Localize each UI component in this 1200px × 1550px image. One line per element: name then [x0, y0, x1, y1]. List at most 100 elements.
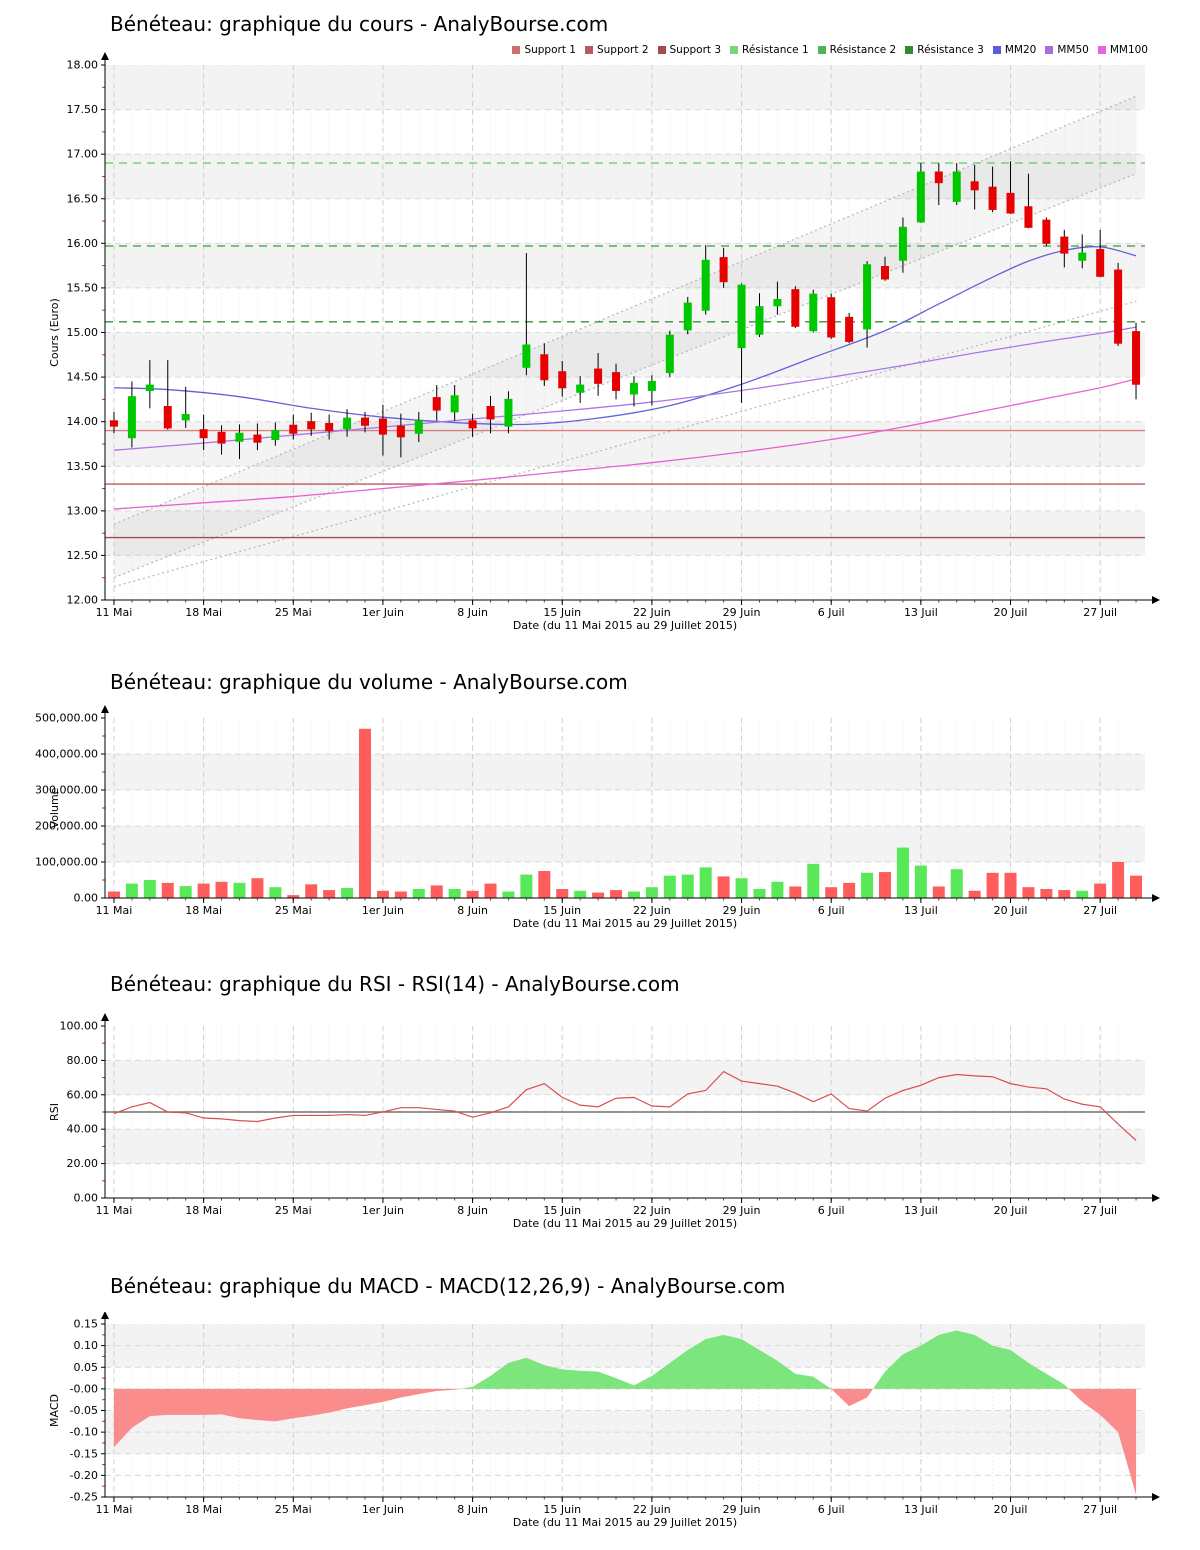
legend-item-support-2: Support 2 [584, 44, 649, 56]
volume-chart-plot: 0.00 100,000.00 200,000.00 300,000.00 400,00… [35, 705, 1160, 930]
candlestick [719, 257, 728, 283]
volume-bar [663, 875, 676, 898]
axes: 11 Mai 18 Mai 25 Mai 1er Juin 8 Juin 15 Juin 2… [48, 1312, 1160, 1529]
x-tick-label: 8 Juin [457, 1204, 488, 1217]
x-tick-label: 1er Juin [362, 904, 404, 917]
legend-swatch-icon [1097, 46, 1106, 54]
y-tick-label: 17.50 [67, 103, 99, 116]
legend-swatch-icon [817, 46, 826, 54]
x-tick-label: 29 Juin [723, 904, 761, 917]
x-tick-label: 13 Juil [904, 1503, 938, 1516]
legend-item-r-sistance-3: Résistance 3 [905, 44, 984, 56]
volume-bar [645, 887, 658, 898]
x-tick-label: 6 Juil [818, 1204, 845, 1217]
y-axis-label: MACD [48, 1394, 61, 1427]
x-tick-label: 25 Mai [275, 1503, 312, 1516]
x-tick-label: 22 Juin [633, 1503, 671, 1516]
y-axis-label: Volume [48, 787, 61, 828]
candlestick [361, 417, 369, 426]
legend-item-mm20: MM20 [992, 44, 1036, 56]
candlestick [827, 297, 836, 338]
candles [109, 161, 1141, 460]
x-tick-label: 29 Juin [723, 1204, 761, 1217]
x-tick-label: 25 Mai [275, 606, 312, 619]
volume-bar [305, 884, 318, 898]
volume-bar [699, 867, 712, 898]
candlestick [773, 299, 782, 307]
candlestick [898, 226, 907, 261]
candlestick [737, 284, 746, 349]
volume-bar [556, 889, 569, 898]
y-tick-label: 16.50 [67, 192, 99, 205]
y-tick-label: 40.00 [67, 1123, 99, 1136]
candlestick [1078, 252, 1087, 261]
legend-label: Résistance 3 [917, 44, 984, 56]
candlestick [217, 431, 226, 444]
volume-bar [717, 876, 730, 898]
y-tick-label: -0.05 [70, 1404, 98, 1417]
volume-bar [520, 874, 533, 898]
volume-bar [197, 883, 210, 898]
x-tick-label: 15 Juin [543, 1503, 581, 1516]
volume-bar [538, 871, 551, 898]
legend-label: Résistance 2 [829, 44, 897, 56]
volume-chart-title: Bénéteau: graphique du volume - AnalyBou… [110, 670, 628, 694]
stripe [105, 243, 1145, 288]
x-tick-label: 25 Mai [275, 904, 312, 917]
candlestick [629, 382, 638, 395]
y-tick-label: 18.00 [67, 59, 99, 72]
x-tick-label: 18 Mai [185, 904, 222, 917]
y-tick-label: 60.00 [67, 1088, 99, 1101]
y-tick-label: 0.00 [74, 892, 99, 905]
axes: 11 Mai 18 Mai 25 Mai 1er Juin 8 Juin 15 Juin 2… [48, 52, 1160, 632]
x-tick-label: 27 Juil [1083, 1503, 1117, 1516]
candlestick [235, 432, 244, 442]
volume-bar [932, 886, 945, 898]
legend-swatch-icon [730, 46, 739, 54]
y-axis-label: Cours (Euro) [48, 298, 61, 367]
volume-bar [412, 889, 425, 898]
volume-bar [251, 878, 264, 898]
candlestick [791, 289, 800, 327]
volume-bar [233, 882, 246, 898]
legend-label: Support 2 [596, 44, 649, 56]
x-tick-label: 15 Juin [543, 606, 581, 619]
x-tick-label: 22 Juin [633, 606, 671, 619]
stripe [105, 826, 1145, 862]
candlestick [540, 354, 549, 381]
legend-swatch-icon [905, 46, 914, 54]
x-axis-arrow-icon [1152, 894, 1160, 902]
candlestick [970, 181, 979, 191]
y-tick-label: -0.00 [70, 1382, 98, 1395]
volume-bar [341, 887, 354, 898]
candlestick [952, 171, 961, 202]
y-tick-label: 0.05 [74, 1361, 99, 1374]
candlestick [504, 398, 513, 427]
y-tick-label: 14.00 [67, 415, 99, 428]
x-tick-label: 13 Juil [904, 606, 938, 619]
x-tick-label: 15 Juin [543, 1204, 581, 1217]
volume-bar [753, 889, 766, 898]
volume-bar [269, 887, 282, 898]
candlestick [988, 186, 997, 210]
x-tick-label: 8 Juin [457, 1503, 488, 1516]
volume-bar [861, 872, 874, 898]
volume-bar [323, 890, 336, 898]
stripe [105, 754, 1145, 790]
x-tick-label: 29 Juin [723, 606, 761, 619]
volume-bar [627, 891, 640, 898]
x-tick-label: 27 Juil [1083, 606, 1117, 619]
x-axis-caption: Date (du 11 Mai 2015 au 29 Juillet 2015) [513, 1516, 737, 1529]
volume-bar [1076, 890, 1089, 898]
price-chart-legend: Support 1 Support 2 Support 3 Résistance 1 R… [512, 44, 1148, 56]
volume-bar [125, 883, 138, 898]
legend-item-mm100: MM100 [1097, 44, 1148, 56]
y-tick-label: -0.10 [70, 1426, 98, 1439]
horizontal-gridlines: 0.00 100,000.00 200,000.00 300,000.00 400,00… [35, 712, 1145, 905]
legend-item-support-3: Support 3 [657, 44, 721, 56]
y-tick-label: 15.50 [67, 281, 99, 294]
candlestick [468, 420, 477, 429]
stripe [105, 1129, 1145, 1164]
macd-area-negative [113, 1388, 1137, 1495]
